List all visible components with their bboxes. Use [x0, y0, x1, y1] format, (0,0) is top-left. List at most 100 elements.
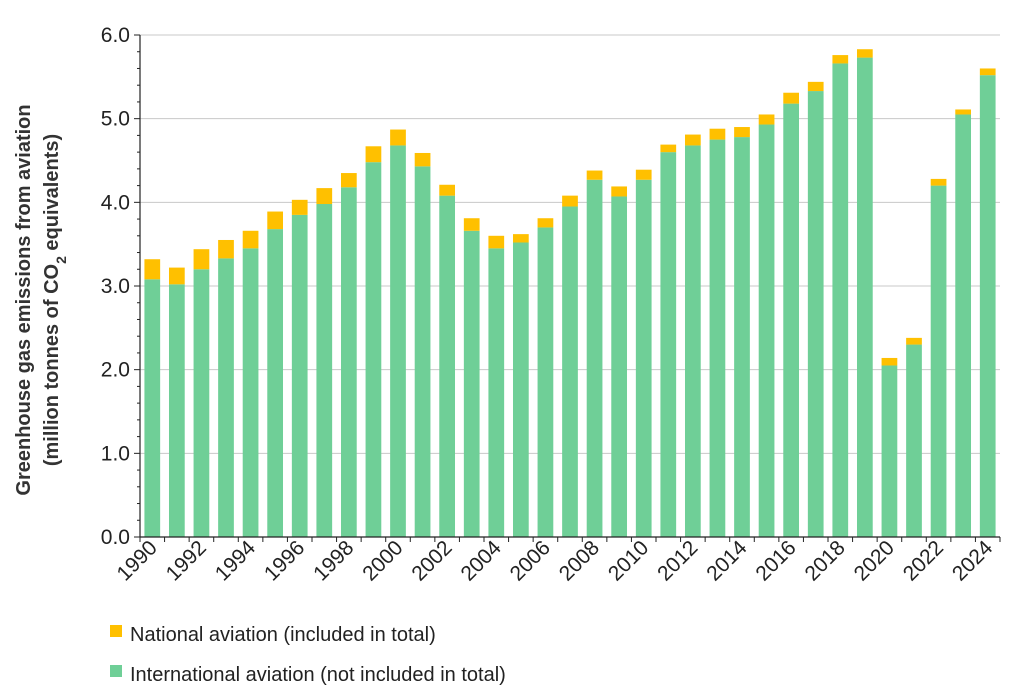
bar-national-2005 — [512, 234, 529, 243]
bar-national-1992 — [193, 249, 210, 270]
bar-national-2014 — [734, 127, 750, 138]
bar-national-2008 — [586, 170, 603, 180]
x-tick-label: 2000 — [358, 536, 407, 585]
bar-international-2022 — [930, 185, 947, 537]
bar-international-2002 — [439, 195, 456, 537]
legend-item-international: International aviation (not included in … — [110, 664, 506, 686]
bars — [144, 49, 996, 538]
bar-national-1990 — [144, 259, 161, 280]
bar-national-1991 — [168, 267, 185, 285]
bar-national-1999 — [365, 146, 382, 163]
bar-national-2019 — [856, 49, 873, 58]
x-tick-label: 2020 — [850, 536, 899, 585]
bar-national-2018 — [832, 55, 849, 64]
bar-national-2000 — [390, 129, 406, 146]
y-axis-title: Greenhouse gas emissions from aviation (… — [13, 104, 69, 495]
bar-international-2006 — [537, 227, 554, 537]
bar-international-2017 — [807, 91, 824, 537]
bar-international-2004 — [488, 248, 505, 537]
bar-national-1998 — [340, 173, 357, 188]
bar-international-2010 — [635, 179, 652, 537]
bar-international-2020 — [881, 365, 898, 537]
bar-international-1990 — [144, 279, 161, 537]
legend-label-international: International aviation (not included in … — [130, 664, 506, 686]
x-tick-labels: 1990 1992 1994 1996 1998 2000 2002 2004 2006 2008… — [113, 536, 998, 586]
bar-national-2013 — [709, 128, 726, 140]
bar-international-2000 — [390, 145, 406, 537]
bar-international-2021 — [906, 344, 922, 537]
bar-international-1999 — [365, 162, 382, 537]
x-tick-label: 2018 — [801, 536, 850, 585]
bar-international-2005 — [512, 242, 529, 537]
bar-international-2011 — [660, 152, 677, 537]
x-tick-label: 2022 — [899, 536, 948, 585]
y-axis-title-line1: Greenhouse gas emissions from aviation — [13, 104, 35, 495]
y-tick-labels: 0.0 1.0 2.0 3.0 4.0 5.0 6.0 — [101, 24, 130, 549]
bar-national-2022 — [930, 178, 947, 186]
x-tick-label: 1992 — [162, 536, 211, 585]
x-tick-label: 2006 — [506, 536, 555, 585]
x-tick-label: 2004 — [457, 536, 507, 586]
bar-national-2023 — [955, 109, 972, 115]
x-tick-label: 1996 — [260, 536, 309, 585]
bar-national-2020 — [881, 357, 898, 366]
axes — [134, 34, 1001, 542]
bar-international-1991 — [168, 284, 185, 537]
bar-national-1994 — [242, 230, 259, 249]
bar-international-2003 — [463, 230, 480, 537]
x-tick-label: 1998 — [309, 536, 358, 585]
bar-national-2016 — [783, 92, 800, 104]
bar-international-2013 — [709, 139, 726, 538]
bar-international-2016 — [783, 103, 800, 538]
y-tick-label: 3.0 — [101, 275, 130, 298]
bar-national-2010 — [635, 169, 652, 180]
bar-national-2003 — [463, 218, 480, 231]
x-tick-label: 1994 — [211, 536, 261, 586]
bar-international-2012 — [684, 145, 701, 537]
legend-item-national: National aviation (included in total) — [110, 624, 436, 646]
bar-international-1995 — [267, 229, 284, 537]
bar-international-2014 — [734, 137, 750, 537]
bar-national-1996 — [291, 199, 308, 215]
bar-international-2019 — [856, 57, 873, 538]
x-tick-label: 2024 — [948, 536, 998, 586]
bar-international-1998 — [340, 187, 357, 538]
bar-international-2018 — [832, 63, 849, 538]
bar-international-1993 — [218, 258, 234, 537]
x-tick-label: 2014 — [702, 536, 752, 586]
bar-international-2009 — [611, 196, 628, 537]
y-tick-label: 5.0 — [101, 108, 130, 131]
bar-international-2007 — [562, 206, 578, 537]
bar-national-2001 — [414, 152, 431, 167]
bar-international-1997 — [316, 204, 333, 538]
bar-international-2023 — [955, 114, 972, 537]
legend-label-national: National aviation (included in total) — [130, 624, 436, 646]
bar-national-2004 — [488, 235, 505, 249]
bar-international-2001 — [414, 166, 431, 537]
y-tick-label: 1.0 — [101, 442, 130, 465]
y-tick-label: 2.0 — [101, 359, 130, 382]
bar-national-2006 — [537, 218, 554, 228]
x-tick-label: 2012 — [653, 536, 702, 585]
bar-national-2007 — [562, 195, 578, 207]
bar-international-2008 — [586, 179, 603, 537]
bar-national-2017 — [807, 81, 824, 92]
bar-national-2012 — [684, 134, 701, 146]
legend: National aviation (included in total) In… — [110, 624, 506, 686]
bar-national-2015 — [758, 114, 775, 125]
x-tick-label: 2010 — [604, 536, 653, 585]
bar-national-1993 — [218, 239, 234, 259]
bar-national-1995 — [267, 211, 284, 230]
bar-national-2024 — [979, 68, 996, 76]
bar-international-2024 — [979, 75, 996, 537]
x-tick-label: 2002 — [407, 536, 456, 585]
y-tick-label: 0.0 — [101, 526, 130, 549]
bar-international-1994 — [242, 248, 259, 537]
legend-swatch-national — [110, 625, 122, 637]
bar-national-2009 — [611, 186, 628, 197]
legend-swatch-international — [110, 665, 122, 677]
x-tick-label: 2008 — [555, 536, 604, 585]
bar-national-2002 — [439, 184, 456, 196]
bar-national-2011 — [660, 144, 677, 153]
